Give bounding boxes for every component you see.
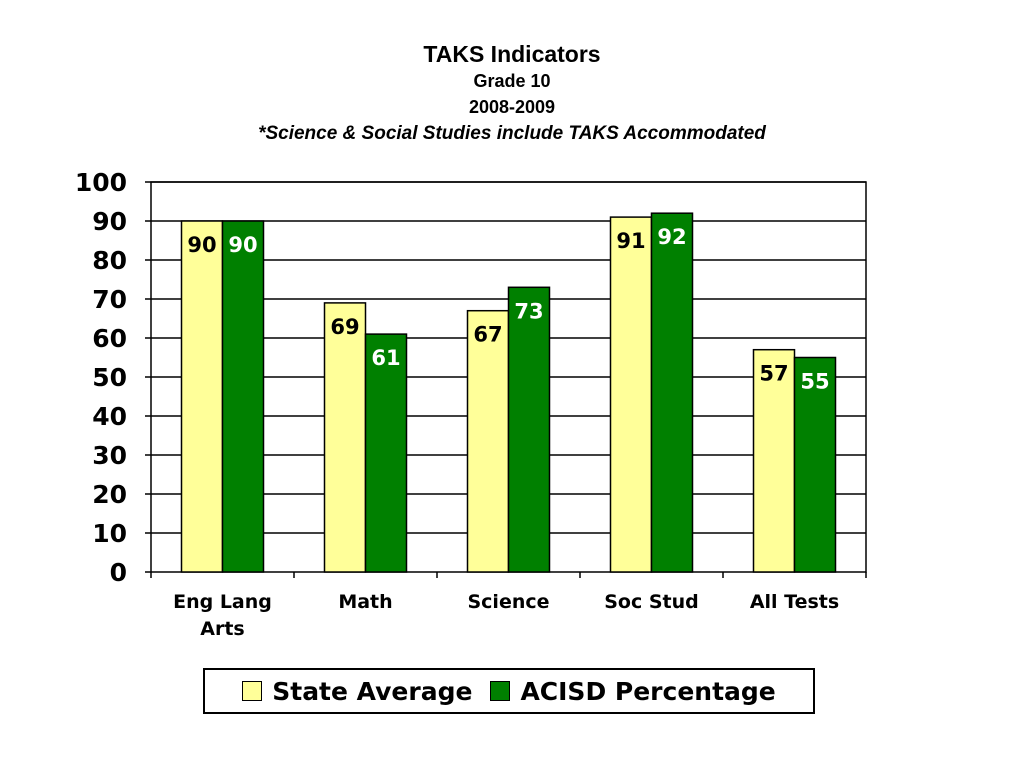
bar <box>221 220 265 573</box>
y-tick-label: 40 <box>92 402 127 431</box>
y-tick-label: 90 <box>92 207 127 236</box>
data-label: 55 <box>800 370 829 394</box>
chart-subtitle-grade: Grade 10 <box>473 71 551 91</box>
data-label: 57 <box>759 362 788 386</box>
x-tick-label: Soc Stud <box>604 591 699 613</box>
y-tick-label: 70 <box>92 285 127 314</box>
y-tick-label: 100 <box>75 168 127 197</box>
x-tick-label: Arts <box>200 618 244 640</box>
bar <box>650 212 694 573</box>
legend-label-state-average: State Average <box>272 676 473 706</box>
y-tick-label: 50 <box>92 363 127 392</box>
bar <box>507 286 551 573</box>
bar <box>323 302 367 573</box>
x-tick-label: All Tests <box>750 591 839 613</box>
bar <box>180 220 224 573</box>
y-tick-label: 20 <box>92 480 127 509</box>
y-tick-label: 30 <box>92 441 127 470</box>
y-tick-label: 10 <box>92 519 127 548</box>
data-label: 92 <box>657 225 686 249</box>
data-label: 90 <box>228 233 257 257</box>
y-tick-label: 80 <box>92 246 127 275</box>
x-tick-label: Science <box>467 591 549 613</box>
bar <box>466 309 510 573</box>
data-label: 90 <box>187 233 216 257</box>
chart-subtitle-year: 2008-2009 <box>468 97 556 117</box>
chart-title-block: TAKS Indicators Grade 10 2008-2009 *Scie… <box>0 40 1024 148</box>
legend-item-acisd-percentage: ACISD Percentage <box>490 676 776 706</box>
bar <box>752 348 796 573</box>
y-tick-label: 60 <box>92 324 127 353</box>
chart-footnote: *Science & Social Studies include TAKS A… <box>258 123 766 144</box>
y-tick-label: 0 <box>110 558 127 587</box>
legend-swatch-state-average <box>242 681 263 701</box>
x-tick-label: Math <box>338 591 392 613</box>
bar <box>793 356 837 573</box>
data-label: 69 <box>330 315 359 339</box>
data-label: 73 <box>514 299 543 323</box>
bar <box>364 333 408 573</box>
x-tick-label: Eng Lang <box>173 591 272 613</box>
legend: State Average ACISD Percentage <box>203 668 815 714</box>
data-label: 67 <box>473 323 502 347</box>
legend-item-state-average: State Average <box>242 677 472 706</box>
legend-swatch-acisd-percentage <box>490 681 511 701</box>
chart-title: TAKS Indicators <box>423 41 601 67</box>
bar <box>609 216 653 573</box>
data-label: 91 <box>616 229 645 253</box>
legend-label-acisd-percentage: ACISD Percentage <box>520 676 776 706</box>
data-label: 61 <box>371 346 400 370</box>
